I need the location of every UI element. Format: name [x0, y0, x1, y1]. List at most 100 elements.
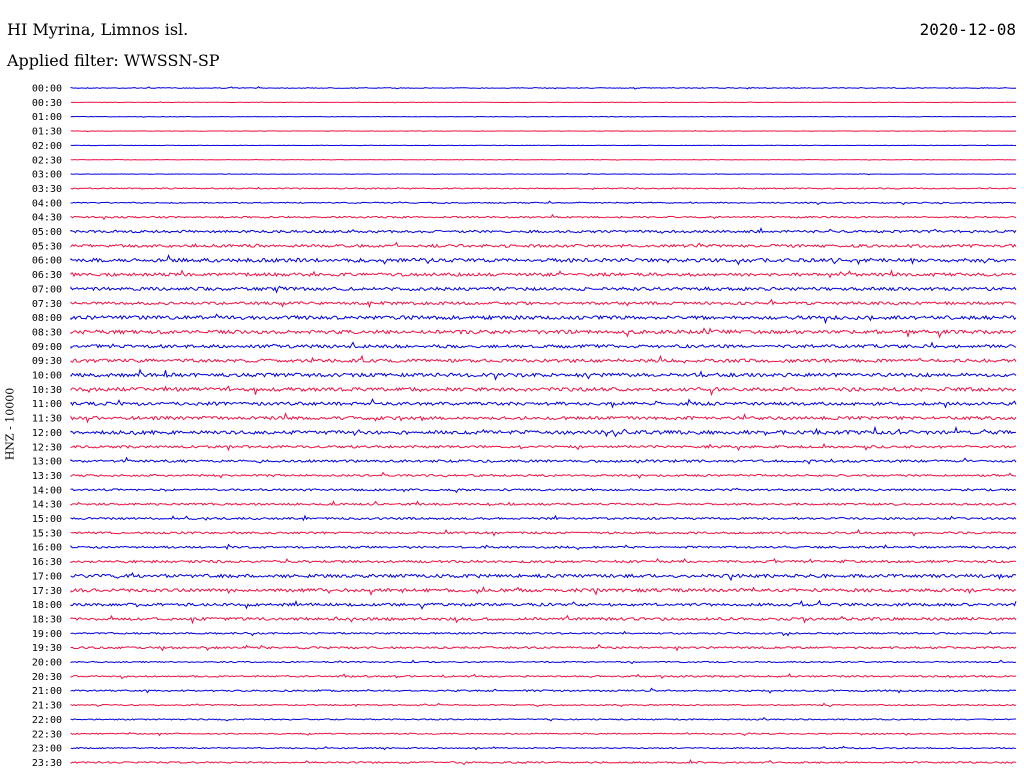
row-label: 08:30 — [32, 327, 62, 338]
row-label: 23:30 — [32, 758, 62, 769]
row-label: 03:30 — [32, 184, 62, 195]
trace-line — [70, 313, 1017, 325]
trace-line — [70, 673, 1017, 680]
row-label: 13:30 — [32, 471, 62, 482]
trace-line — [70, 327, 1017, 339]
trace-line — [70, 144, 1017, 147]
trace-line — [70, 412, 1017, 424]
row-label: 18:30 — [32, 614, 62, 625]
trace-line — [70, 586, 1017, 596]
chart-title: HI Myrina, Limnos isl. — [7, 20, 189, 39]
row-label: 09:00 — [32, 342, 62, 353]
trace-line — [70, 456, 1017, 465]
trace-line — [70, 285, 1017, 294]
row-label: 11:30 — [32, 414, 62, 425]
row-label: 21:30 — [32, 701, 62, 712]
trace-line — [70, 86, 1017, 90]
row-label: 11:00 — [32, 399, 62, 410]
trace-line — [70, 425, 1017, 438]
row-label: 02:00 — [32, 141, 62, 152]
row-label: 10:30 — [32, 385, 62, 396]
row-label: 22:00 — [32, 715, 62, 726]
trace-line — [70, 731, 1017, 737]
trace-line — [70, 687, 1017, 694]
row-label: 17:00 — [32, 571, 62, 582]
row-label: 12:30 — [32, 442, 62, 453]
trace-line — [70, 227, 1017, 234]
trace-line — [70, 702, 1017, 708]
row-label: 10:00 — [32, 371, 62, 382]
trace-line — [70, 514, 1017, 522]
trace-line — [70, 298, 1017, 309]
trace-line — [70, 354, 1017, 364]
row-label: 15:00 — [32, 514, 62, 525]
row-label: 05:00 — [32, 227, 62, 238]
row-label: 07:30 — [32, 299, 62, 310]
trace-line — [70, 101, 1017, 104]
chart-date: 2020-12-08 — [919, 20, 1016, 39]
row-label: 06:00 — [32, 256, 62, 267]
trace-line — [70, 471, 1017, 479]
row-label: 22:30 — [32, 729, 62, 740]
trace-line — [70, 213, 1017, 221]
trace-line — [70, 172, 1017, 176]
row-label: 04:00 — [32, 198, 62, 209]
row-label: 03:00 — [32, 170, 62, 181]
trace-line — [70, 385, 1017, 397]
row-label: 18:00 — [32, 600, 62, 611]
trace-line — [70, 558, 1017, 564]
trace-line — [70, 572, 1017, 582]
trace-line — [70, 643, 1017, 652]
row-label: 09:30 — [32, 356, 62, 367]
row-label: 12:00 — [32, 428, 62, 439]
trace-line — [70, 158, 1017, 161]
row-label: 02:30 — [32, 155, 62, 166]
trace-line — [70, 241, 1017, 249]
trace-line — [70, 186, 1017, 191]
trace-line — [70, 500, 1017, 507]
row-label: 20:30 — [32, 672, 62, 683]
trace-line — [70, 528, 1017, 537]
row-label: 14:00 — [32, 485, 62, 496]
row-label: 04:30 — [32, 213, 62, 224]
trace-line — [70, 487, 1017, 494]
row-label: 15:30 — [32, 528, 62, 539]
trace-line — [70, 745, 1017, 751]
row-label: 20:00 — [32, 658, 62, 669]
row-label: 05:30 — [32, 241, 62, 252]
row-label: 17:30 — [32, 586, 62, 597]
row-label: 16:00 — [32, 543, 62, 554]
row-label: 16:30 — [32, 557, 62, 568]
trace-line — [70, 442, 1017, 452]
trace-line — [70, 599, 1017, 610]
row-label: 00:30 — [32, 98, 62, 109]
trace-line — [70, 115, 1017, 118]
row-label: 06:30 — [32, 270, 62, 281]
trace-line — [70, 614, 1017, 625]
trace-line — [70, 397, 1017, 409]
row-label: 23:00 — [32, 744, 62, 755]
filter-label: Applied filter: WWSSN-SP — [7, 51, 220, 70]
trace-line — [70, 200, 1017, 206]
row-label: 07:00 — [32, 284, 62, 295]
trace-line — [70, 130, 1017, 133]
row-label: 00:00 — [32, 84, 62, 95]
row-label: 01:30 — [32, 127, 62, 138]
trace-line — [70, 716, 1017, 722]
trace-line — [70, 368, 1017, 381]
row-label: 21:00 — [32, 686, 62, 697]
trace-line — [70, 659, 1017, 665]
row-label: 08:00 — [32, 313, 62, 324]
trace-line — [70, 269, 1017, 279]
row-label: 19:30 — [32, 643, 62, 654]
row-label: 19:00 — [32, 629, 62, 640]
row-label: 14:30 — [32, 500, 62, 511]
trace-line — [70, 341, 1017, 349]
trace-line — [70, 759, 1017, 766]
trace-line — [70, 630, 1017, 637]
row-label: 13:00 — [32, 457, 62, 468]
row-label: 01:00 — [32, 112, 62, 123]
trace-line — [70, 254, 1017, 266]
trace-line — [70, 543, 1017, 551]
